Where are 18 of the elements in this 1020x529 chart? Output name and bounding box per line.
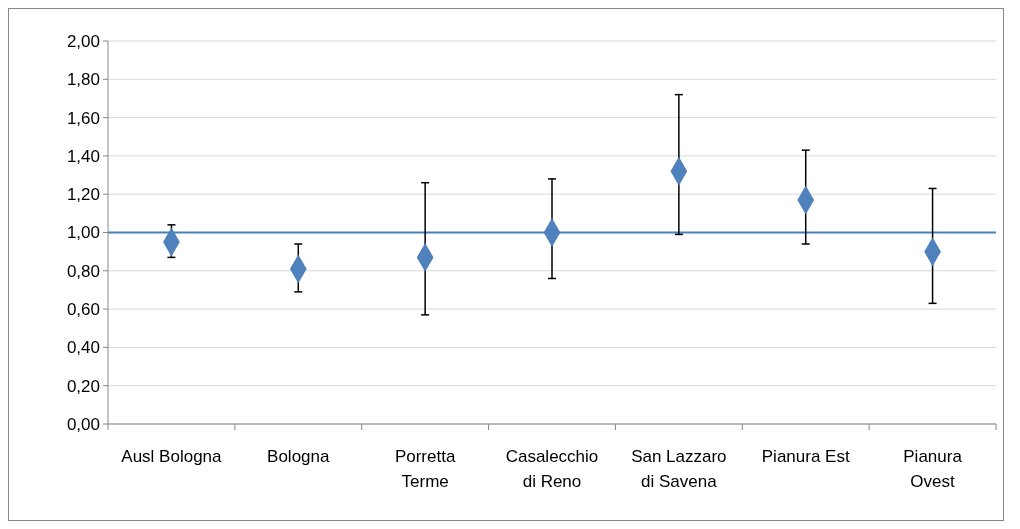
x-tick-label: Bologna bbox=[267, 447, 331, 466]
x-tick-label: Porretta Terme bbox=[394, 447, 456, 491]
x-tick-label: Casalecchio di Reno bbox=[505, 447, 599, 491]
x-tick-label: San Lazzaro di Savena bbox=[631, 447, 727, 491]
y-tick-label: 2,00 bbox=[66, 31, 100, 51]
y-tick-label: 1,80 bbox=[66, 70, 100, 90]
x-tick-label: Ausl Bologna bbox=[121, 447, 223, 466]
y-tick-label: 1,60 bbox=[66, 108, 100, 128]
y-tick-label: 0,00 bbox=[66, 414, 100, 434]
x-tick-label: Pianura Est bbox=[761, 447, 850, 466]
y-tick-label: 0,20 bbox=[66, 376, 100, 396]
y-tick-label: 0,40 bbox=[66, 338, 100, 358]
y-tick-label: 0,60 bbox=[66, 300, 100, 320]
y-tick-label: 0,80 bbox=[66, 261, 100, 281]
y-tick-label: 1,00 bbox=[66, 223, 100, 243]
y-tick-label: 1,20 bbox=[66, 185, 100, 205]
x-tick-label: Pianura Ovest bbox=[903, 447, 963, 491]
y-tick-label: 1,40 bbox=[66, 146, 100, 166]
